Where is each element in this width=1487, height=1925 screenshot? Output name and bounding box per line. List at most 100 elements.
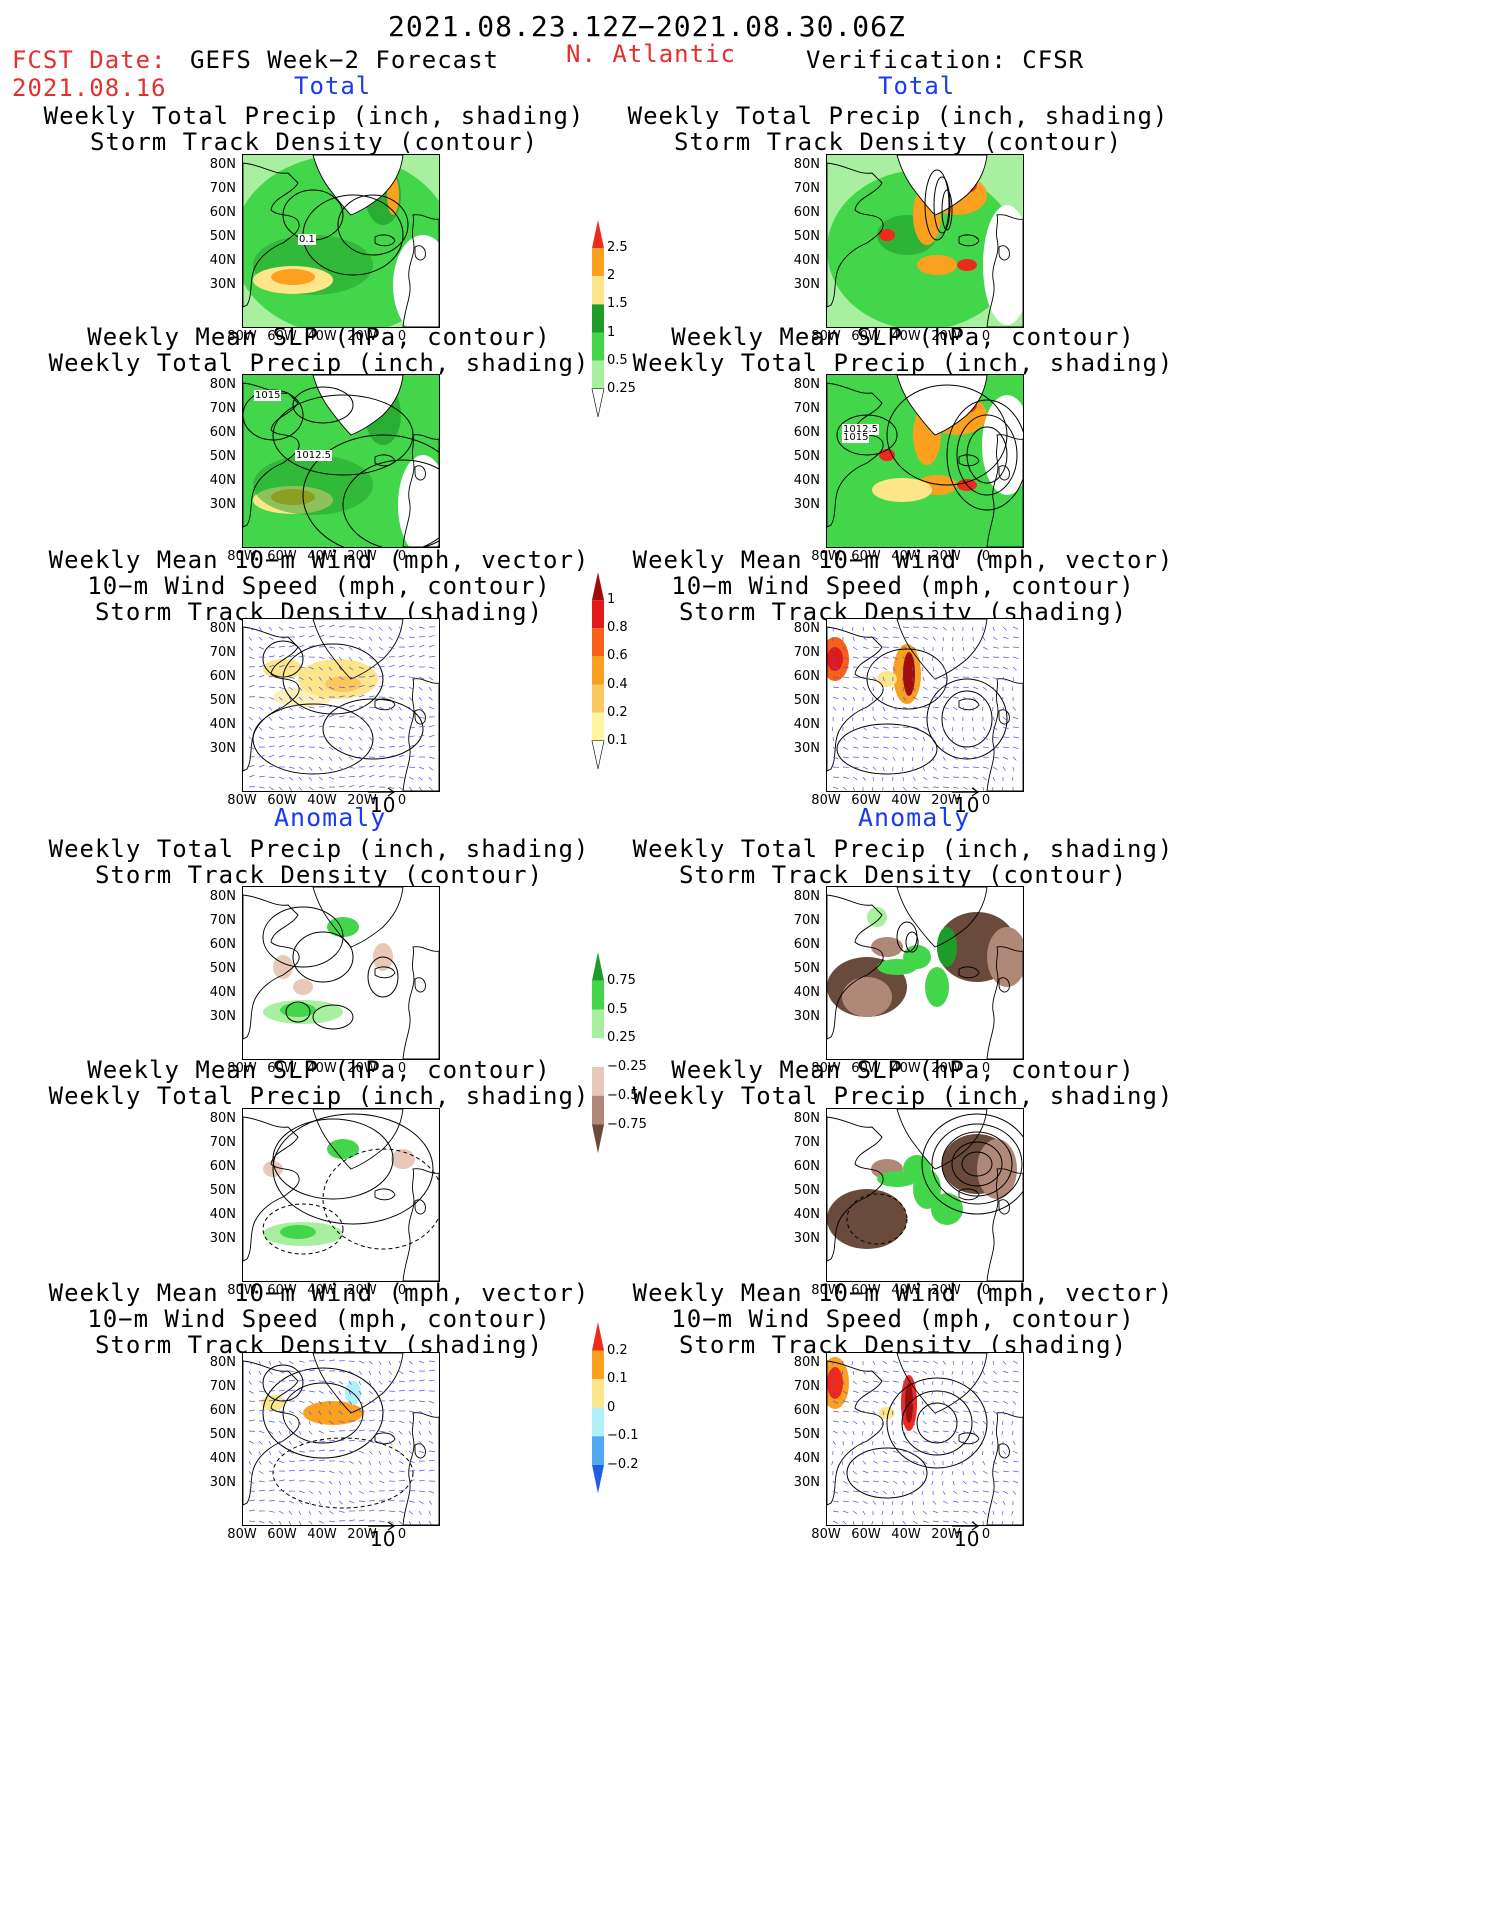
lon-label: 20W: [931, 793, 961, 808]
lon-label: 40W: [891, 329, 921, 344]
panel-title-line: Storm Track Density (contour): [678, 861, 1128, 889]
map-total-cfsr-wind: [826, 618, 1024, 792]
lat-label: 70N: [209, 1135, 236, 1150]
period-title: 2021.08.23.12Z−2021.08.30.06Z: [388, 10, 906, 43]
title-total-gefs-slp: Weekly Mean SLP (hPa, contour) Weekly Tot…: [0, 324, 649, 376]
lon-label: 20W: [931, 549, 961, 564]
map-plot: [243, 155, 439, 327]
lon-label: 60W: [851, 1061, 881, 1076]
lat-label: 70N: [209, 401, 236, 416]
vector-ref-arrow-4: [952, 1516, 980, 1535]
contour-label: 1012.5: [842, 424, 879, 435]
panel-title-line: Weekly Mean 10−m Wind (mph, vector): [632, 1279, 1174, 1307]
panel-title-line: Storm Track Density (contour): [94, 861, 544, 889]
lon-label: 80W: [811, 329, 841, 344]
lon-label: 20W: [347, 1061, 377, 1076]
colorbar-label: −0.25: [607, 1059, 647, 1074]
map-plot: [827, 155, 1023, 327]
colorbar-label: 2.5: [607, 240, 628, 256]
panel-title-line: Weekly Mean 10−m Wind (mph, vector): [48, 546, 590, 574]
lat-label: 30N: [209, 497, 236, 512]
panel-title-line: Weekly Total Precip (inch, shading): [43, 102, 585, 130]
lat-label: 50N: [209, 449, 236, 464]
colorbar-label: 0.5: [607, 352, 628, 368]
map-plot: [243, 887, 439, 1059]
lon-label: 20W: [931, 1527, 961, 1542]
fcst-date-label: FCST Date:: [12, 46, 167, 74]
lat-label: 60N: [793, 425, 820, 440]
lon-label: 60W: [267, 549, 297, 564]
map-total-gefs-wind: [242, 618, 440, 792]
lat-label: 70N: [793, 1379, 820, 1394]
lat-label: 40N: [793, 253, 820, 268]
lon-label: 80W: [227, 549, 257, 564]
lat-label: 80N: [793, 621, 820, 636]
panel-title-line: Weekly Mean 10−m Wind (mph, vector): [48, 1279, 590, 1307]
lon-label: 80W: [227, 1527, 257, 1542]
lon-label: 0: [397, 329, 407, 344]
contour-label: 0.1: [298, 234, 316, 245]
lon-label: 0: [397, 793, 407, 808]
lon-label: 80W: [811, 1527, 841, 1542]
panel-title-line: Weekly Mean SLP (hPa, contour): [671, 323, 1135, 351]
lon-label: 40W: [891, 1527, 921, 1542]
lon-label: 80W: [227, 1283, 257, 1298]
map-plot: [827, 375, 1023, 547]
colorbar-label: −0.5: [607, 1087, 639, 1103]
lat-label: 30N: [793, 277, 820, 292]
contour-label: 1015: [842, 432, 870, 443]
map-anom-cfsr-precip: [826, 886, 1024, 1060]
lat-label: 80N: [209, 1111, 236, 1126]
vector-ref-label-1: 10: [370, 793, 396, 817]
lat-label: 40N: [793, 473, 820, 488]
lon-label: 0: [397, 1283, 407, 1298]
panel-title-line: 10−m Wind Speed (mph, contour): [671, 572, 1135, 600]
vector-ref-arrow-3: [368, 1516, 396, 1535]
colorbar-precip-anom: [592, 952, 604, 1154]
title-anom-gefs-precip: Weekly Total Precip (inch, shading) Storm…: [0, 836, 649, 888]
lon-label: 0: [981, 1061, 991, 1076]
lat-label: 30N: [209, 1009, 236, 1024]
lat-label: 50N: [793, 1183, 820, 1198]
lat-label: 30N: [209, 741, 236, 756]
lon-label: 20W: [931, 1283, 961, 1298]
lat-label: 60N: [793, 937, 820, 952]
lat-label: 50N: [793, 693, 820, 708]
lat-label: 80N: [793, 377, 820, 392]
lat-label: 80N: [793, 889, 820, 904]
colorbar-label: 1: [607, 324, 616, 340]
panel-title-line: Weekly Total Precip (inch, shading): [632, 349, 1174, 377]
lon-label: 80W: [811, 1061, 841, 1076]
lat-label: 60N: [209, 205, 236, 220]
lon-label: 60W: [851, 329, 881, 344]
lat-label: 80N: [793, 157, 820, 172]
map-anom-gefs-precip: [242, 886, 440, 1060]
forecast-title: GEFS Week−2 Forecast: [190, 46, 499, 74]
map-plot: [827, 619, 1023, 791]
lon-label: 60W: [851, 793, 881, 808]
lat-label: 50N: [209, 961, 236, 976]
colorbar-track-total: [591, 572, 605, 769]
lon-label: 20W: [931, 1061, 961, 1076]
map-total-cfsr-slp: [826, 374, 1024, 548]
lon-label: 80W: [811, 793, 841, 808]
lon-label: 80W: [227, 793, 257, 808]
title-anom-cfsr-precip: Weekly Total Precip (inch, shading) Storm…: [573, 836, 1233, 888]
fcst-date-value: 2021.08.16: [12, 74, 167, 102]
lat-label: 70N: [793, 1135, 820, 1150]
lat-label: 70N: [793, 913, 820, 928]
colorbar-label: 1: [607, 592, 616, 608]
lon-label: 40W: [307, 1527, 337, 1542]
lon-label: 80W: [227, 1061, 257, 1076]
lat-label: 40N: [209, 253, 236, 268]
lat-label: 50N: [209, 693, 236, 708]
lon-label: 40W: [307, 329, 337, 344]
colorbar-label: 2: [607, 268, 616, 284]
lat-label: 80N: [793, 1111, 820, 1126]
lon-label: 0: [397, 549, 407, 564]
panel-title-line: Weekly Total Precip (inch, shading): [632, 835, 1174, 863]
map-plot: [243, 1353, 439, 1525]
lon-label: 40W: [891, 793, 921, 808]
lat-label: 30N: [209, 1231, 236, 1246]
lat-label: 30N: [209, 1475, 236, 1490]
